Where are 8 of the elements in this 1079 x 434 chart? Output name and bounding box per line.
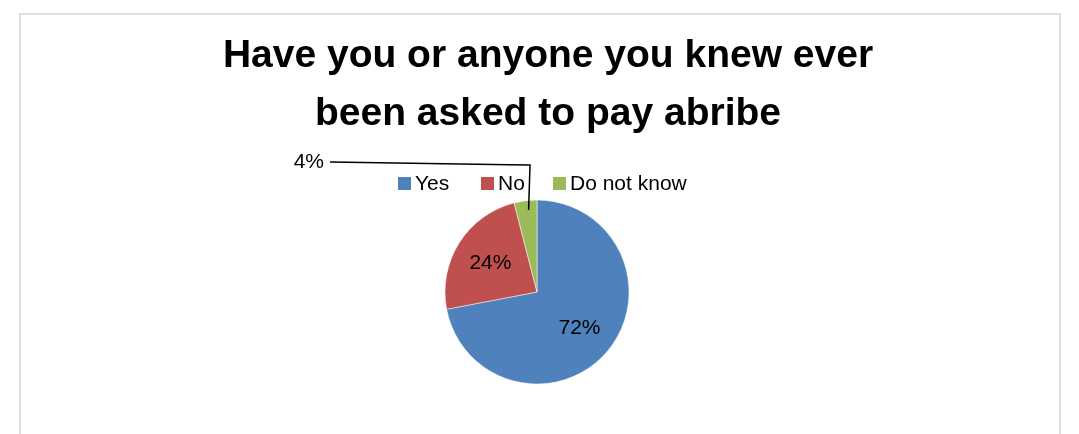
pie-slice [446, 199, 630, 385]
data-label: 72% [558, 315, 601, 339]
legend-label: No [498, 171, 525, 194]
data-label: 4% [293, 149, 324, 172]
chart-title: Have you or anyone you knew ever been asked to pay abribe [222, 32, 874, 133]
legend-label: Yes [415, 171, 450, 194]
data-label: 24% [469, 250, 512, 274]
legend-label: Do not know [570, 171, 688, 194]
